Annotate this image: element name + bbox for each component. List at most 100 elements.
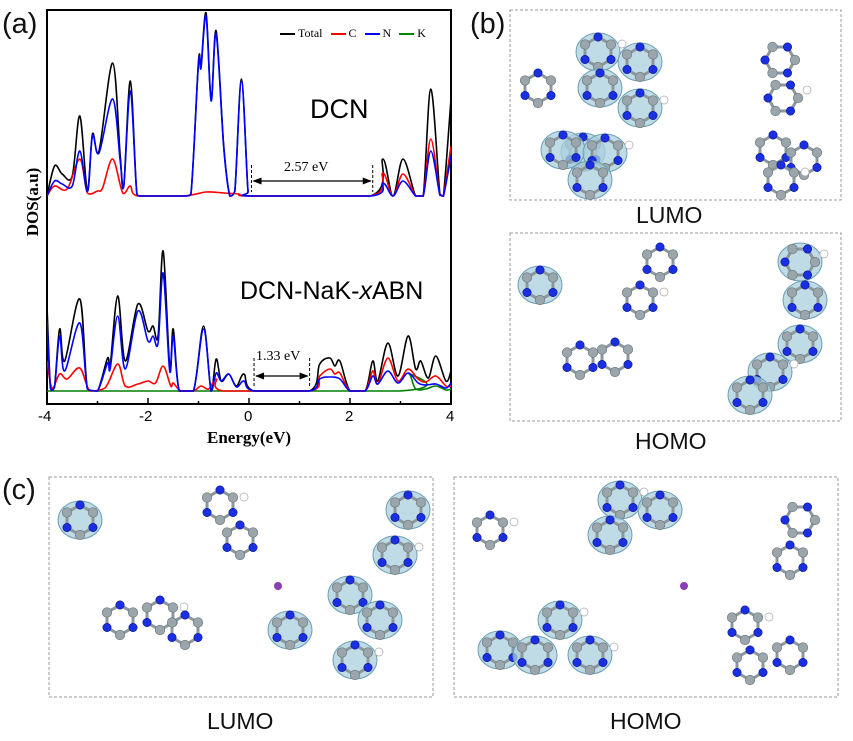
molecule-ring-bonds [783,247,817,277]
nitrogen-atom [800,280,810,290]
nitrogen-atom [517,657,527,667]
nitrogen-atom [167,632,177,642]
carbon-atom [584,664,596,676]
nitrogen-atom [585,160,595,170]
molecule-ring-bonds [565,343,595,377]
legend-k: K [417,26,426,40]
carbon-atom [114,629,126,641]
carbon-atom [481,637,493,648]
molecule-ring-bonds [523,71,553,105]
carbon-atom [389,564,401,576]
carbon-atom [764,381,776,393]
nitrogen-atom [789,183,799,193]
label-prefix: DCN-NaK- [240,277,360,305]
molecule-ring-bonds [475,513,505,547]
x-tick-label: 4 [446,408,455,425]
nitrogen-atom [88,522,98,532]
carbon-atom [497,517,509,528]
carbon-atom [597,167,609,178]
carbon-atom [402,542,414,553]
molecule-ring-bonds [205,488,235,522]
carbon-atom [471,517,483,528]
carbon-atom [554,629,566,641]
x-axis-label: Energy(eV) [206,428,292,447]
nitrogen-atom [228,507,238,517]
nitrogen-atom [571,153,581,163]
carbon-atom [597,642,609,653]
nitrogen-atom [215,485,225,495]
nitrogen-atom [562,362,572,372]
nitrogen-atom [602,502,612,512]
carbon-atom [770,105,781,117]
carbon-atom [402,519,414,531]
nitrogen-atom [655,242,665,252]
nitrogen-atom [786,163,796,173]
nitrogen-atom [358,597,368,607]
carbon-atom [532,97,544,109]
molecule-ring-bonds [525,268,555,302]
hydrogen-atom [624,140,634,150]
nitrogen-atom [613,156,623,166]
nitrogen-atom [102,622,112,632]
carbon-atom [601,487,613,498]
carbon-atom [141,602,153,613]
carbon-atom [87,507,99,518]
carbon-atom [751,359,763,370]
carbon-atom [770,79,781,91]
nitrogen-atom [763,93,773,103]
carbon-atom [798,169,810,181]
carbon-atom [574,369,586,381]
hydrogen-atom [414,542,424,552]
carbon-atom [767,159,779,171]
carbon-atom [271,617,283,628]
carbon-atom [786,287,798,298]
nitrogen-atom [390,512,400,522]
carbon-atom [529,664,541,676]
molecule-ring-bonds [645,245,675,279]
legend-c: C [348,26,357,40]
carbon-atom [767,67,778,79]
carbon-atom [284,639,296,651]
hydrogen-atom [374,647,384,657]
nitrogen-atom [472,532,482,542]
molecule-ring-bonds [775,638,805,672]
x-tick-label: 0 [244,408,253,425]
carbon-atom [547,272,559,283]
carbon-atom [61,507,73,518]
molecule-ring-bonds [380,538,410,572]
carbon-atom [731,382,743,393]
molecule-ring-bonds [766,83,800,113]
nitrogen-atom [543,657,553,667]
nitrogen-atom [668,512,678,522]
nitrogen-atom [568,622,578,632]
molecule-ring-bonds [605,483,635,517]
carbon-atom [757,652,769,663]
legend-swatch-n [364,32,380,35]
carbon-atom [605,39,617,50]
carbon-atom [154,624,166,636]
nitrogen-atom [802,244,812,254]
nitrogen-atom [798,657,808,667]
molecule-ring-bonds [625,45,655,79]
nitrogen-atom [785,635,795,645]
nitrogen-atom [588,362,598,372]
panel-label-b: (b) [470,8,506,40]
nitrogen-atom [403,557,413,567]
carbon-atom [641,497,653,508]
nitrogen-atom [593,32,603,42]
nitrogen-atom [745,375,755,385]
nitrogen-atom [785,106,795,116]
carbon-atom [775,189,787,201]
nitrogen-atom [485,510,495,520]
nitrogen-atom [787,302,797,312]
gap-label-dcn-nak-xabn: 1.33 eV [256,349,301,364]
nitrogen-atom [587,156,597,166]
nitrogen-atom [416,512,426,522]
nitrogen-atom [648,111,658,121]
carbon-atom [376,542,388,553]
subplot-label-dcn: DCN [310,94,369,124]
nitrogen-atom [782,42,792,52]
carbon-atom [787,243,798,255]
carbon-atom [809,256,821,268]
carbon-atom [607,75,619,86]
